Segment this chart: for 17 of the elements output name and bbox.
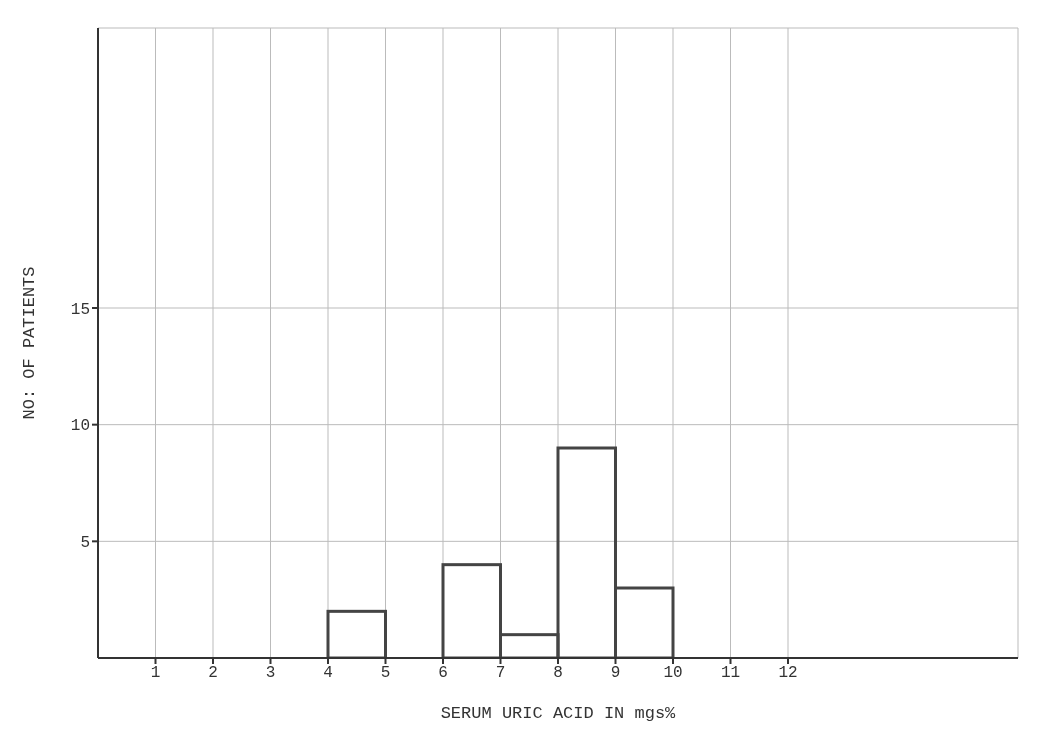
x-tick-label: 9 [610, 664, 621, 683]
y-tick-label: 5 [80, 534, 90, 553]
x-tick-label: 1 [150, 664, 161, 683]
y-tick-label: 10 [70, 417, 90, 436]
x-tick-label: 4 [323, 664, 333, 683]
x-tick-label: 5 [380, 664, 391, 683]
y-tick-label: 15 [70, 300, 90, 319]
x-tick-label: 8 [553, 664, 563, 683]
x-tick-label: 7 [495, 664, 506, 683]
x-axis-title: SERUM URIC ACID IN mgs% [440, 704, 677, 723]
x-tick-label: 10 [663, 664, 683, 683]
x-tick-label: 12 [778, 664, 798, 683]
x-tick-label: 2 [208, 664, 218, 683]
x-tick-label: 11 [720, 664, 741, 683]
y-axis-title: NO: OF PATIENTS [20, 266, 40, 420]
x-tick-label: 3 [265, 664, 276, 683]
x-tick-label: 6 [438, 664, 448, 683]
